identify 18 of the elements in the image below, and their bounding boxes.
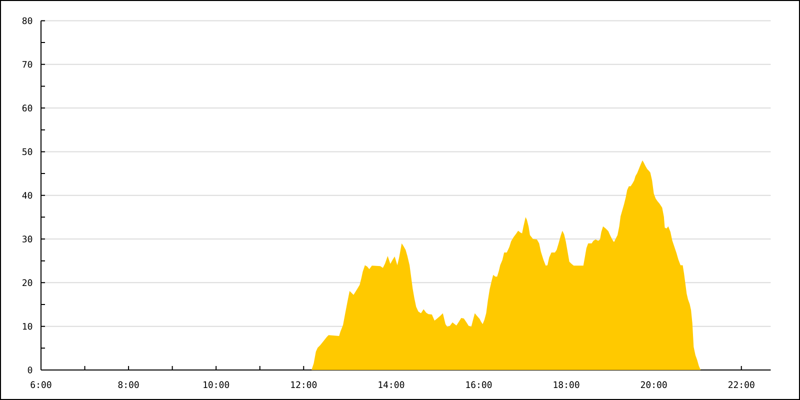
x-tick-label: 6:00 xyxy=(30,381,52,388)
y-tick-label: 30 xyxy=(22,236,32,242)
x-tick-label: 18:00 xyxy=(554,381,580,388)
y-tick-label: 20 xyxy=(22,279,32,286)
x-tick-label: 14:00 xyxy=(378,381,404,388)
x-tick-label: 20:00 xyxy=(640,381,667,388)
x-tick-label: 8:00 xyxy=(118,381,139,388)
x-tick-label: 10:00 xyxy=(204,381,230,388)
x-tick-label: 22:00 xyxy=(728,381,754,388)
y-tick-label: 40 xyxy=(22,192,32,199)
y-tick-label: 0 xyxy=(28,366,32,374)
x-tick-label: 16:00 xyxy=(466,381,492,388)
x-tick-label: 12:00 xyxy=(291,381,317,388)
y-tick-label: 70 xyxy=(22,60,32,68)
y-tick-label: 10 xyxy=(22,322,32,330)
y-tick-label: 80 xyxy=(22,17,32,24)
y-tick-label: 60 xyxy=(22,104,32,112)
y-tick-label: 50 xyxy=(22,148,32,156)
